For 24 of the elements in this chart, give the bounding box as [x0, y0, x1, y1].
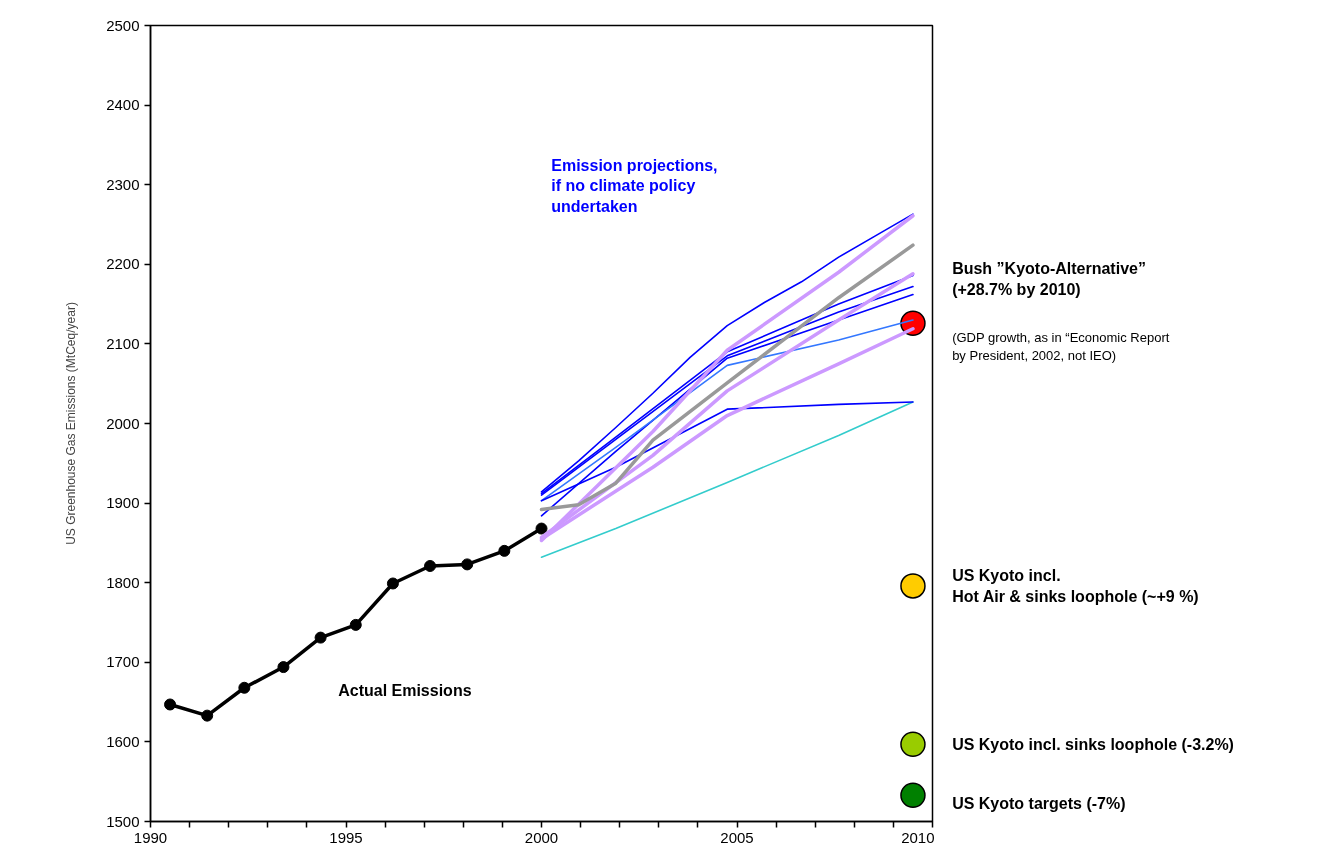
y-tick-label: 1800	[106, 573, 140, 591]
x-tick-label: 2010	[901, 828, 935, 846]
y-axis-title: US Greenhouse Gas Emissions (MtCeq/year)	[64, 302, 79, 545]
y-tick-label: 1500	[106, 812, 140, 830]
x-tick-label: 1995	[329, 828, 363, 846]
text: US Kyoto targets (-7%)	[952, 794, 1126, 812]
y-tick-label: 2500	[106, 16, 140, 34]
annotation: Emission projections, if no climate policy undertaken	[551, 156, 718, 215]
annotation: Actual Emissions	[338, 681, 472, 699]
text: US Kyoto incl. sinks loophole (-3.2%)	[952, 735, 1234, 753]
y-tick-label: 2300	[106, 175, 140, 193]
x-tick-label: 1990	[133, 828, 168, 846]
y-tick-label: 1700	[106, 653, 140, 671]
y-tick-label: 1600	[106, 732, 140, 750]
y-tick-label: 2200	[106, 255, 140, 273]
text: US Kyoto incl. Hot Air & sinks loophole (~+9 %)	[952, 567, 1199, 605]
x-tick-label: 2005	[720, 828, 754, 846]
x-tick-label: 2000	[524, 828, 559, 846]
y-tick-label: 1900	[106, 494, 140, 512]
text: (GDP growth, as in “Economic Report by President, 2002, not IEO)	[952, 329, 1170, 363]
text: Bush ”Kyoto-Alternative” (+28.7% by 2010)	[952, 260, 1146, 298]
y-tick-label: 2100	[106, 334, 140, 352]
y-tick-label: 2000	[106, 414, 140, 432]
y-tick-label: 2400	[106, 96, 140, 114]
